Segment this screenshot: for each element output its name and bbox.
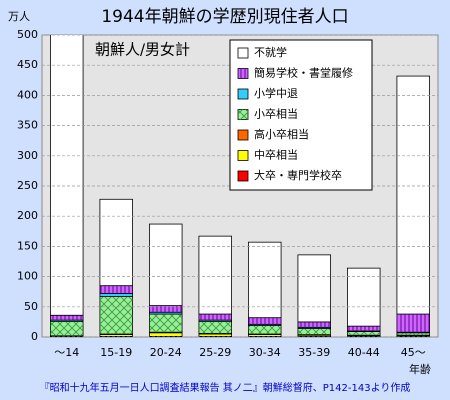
bar-segment: [149, 223, 183, 306]
bar-segment: [396, 75, 430, 315]
bar-pattern: [50, 315, 84, 321]
bar-segment: [99, 198, 133, 287]
legend-swatch: [237, 129, 249, 141]
bar-pattern: [198, 314, 232, 321]
x-tick-label: 30-34: [249, 346, 281, 359]
bar-pattern: [248, 325, 282, 334]
bar-segment: [149, 332, 183, 337]
y-tick-label: 250: [17, 179, 38, 192]
legend-label: 簡易学校・書堂履修: [254, 66, 353, 80]
bar-segment: [248, 241, 282, 319]
bar-pattern: [50, 321, 84, 336]
y-tick-label: 500: [17, 28, 38, 41]
bar-pattern: [198, 321, 232, 334]
bar-pattern: [99, 296, 133, 334]
y-tick-label: 350: [17, 119, 38, 132]
y-tick-label: 300: [17, 149, 38, 162]
legend-pattern: [238, 68, 248, 79]
legend-swatch: [237, 88, 249, 100]
legend-label: 不就学: [254, 45, 287, 59]
x-tick-label: 35-39: [298, 346, 330, 359]
y-tick-label: 100: [17, 270, 38, 283]
y-axis-label: 万人: [8, 10, 30, 23]
bar-segment: [50, 35, 84, 316]
chart-title: 1944年朝鮮の学歴別現住者人口: [101, 7, 348, 27]
legend-label: 高小卒相当: [254, 127, 309, 141]
y-tick-label: 200: [17, 209, 38, 222]
bar-segment: [99, 293, 133, 297]
legend-box: [229, 39, 373, 191]
y-tick-label: 50: [24, 300, 38, 313]
bar-pattern: [396, 314, 430, 333]
bar-segment: [347, 267, 381, 327]
y-tick-label: 400: [17, 88, 38, 101]
bar-segment: [297, 254, 331, 323]
legend-label: 小学中退: [254, 86, 298, 100]
x-tick-label: 20-24: [150, 346, 182, 359]
legend-label: 大卒・専門学校卒: [254, 168, 342, 182]
y-tick-label: 450: [17, 58, 38, 71]
legend-swatch: [237, 150, 249, 161]
x-tick-label: 25-29: [199, 346, 231, 359]
y-tick-label: 150: [17, 239, 38, 252]
bar-pattern: [248, 317, 282, 325]
note: 『昭和十九年五月一日人口調査結果報告 其ノ二』朝鮮総督府、P142-143より作…: [40, 381, 411, 394]
bar-pattern: [347, 331, 381, 336]
bars: [50, 35, 430, 337]
x-tick-label: 15-19: [100, 346, 132, 359]
bar-pattern: [149, 305, 183, 313]
bar-pattern: [396, 332, 430, 336]
x-tick-label: 40-44: [348, 346, 380, 359]
legend-swatch: [237, 170, 249, 182]
bar-pattern: [149, 314, 183, 333]
subtitle: 朝鮮人/男女計: [95, 41, 190, 59]
x-tick-label: 45～: [401, 346, 426, 359]
legend-pattern: [238, 109, 248, 120]
y-tick-label: 0: [31, 330, 38, 343]
bar-pattern: [297, 328, 331, 335]
bar-segment: [198, 235, 232, 315]
bar-pattern: [99, 285, 133, 294]
x-axis-label: 年齢: [409, 362, 431, 376]
bar-pattern: [347, 326, 381, 331]
bar-pattern: [297, 321, 331, 328]
x-tick-label: ～14: [54, 346, 79, 359]
legend-swatch: [237, 47, 249, 59]
legend-label: 小卒相当: [254, 107, 298, 121]
legend-label: 中卒相当: [254, 148, 298, 162]
